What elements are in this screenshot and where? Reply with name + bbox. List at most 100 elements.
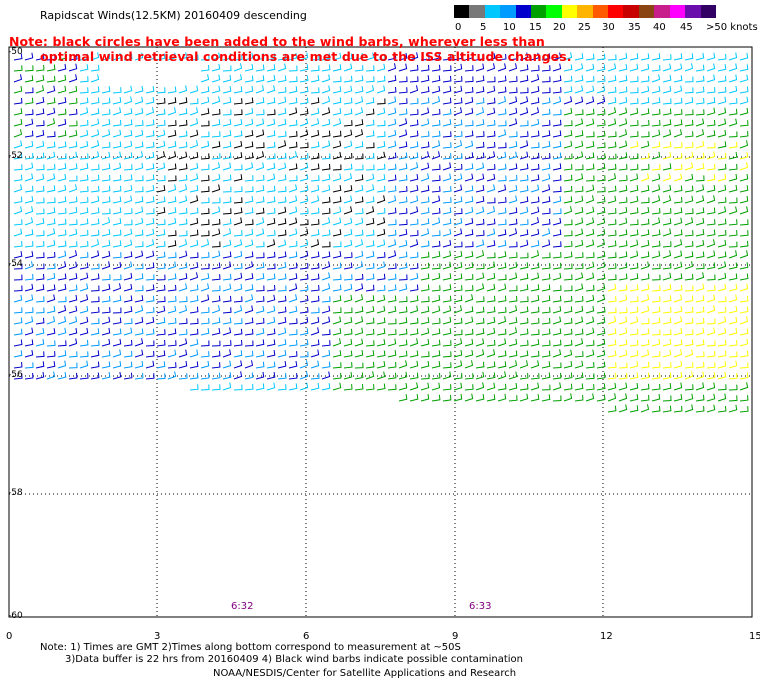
wind-barb bbox=[607, 252, 617, 259]
wind-barb bbox=[343, 63, 353, 72]
wind-barb bbox=[376, 273, 386, 281]
wind-barb bbox=[706, 163, 716, 171]
wind-barb bbox=[134, 263, 144, 270]
wind-barb bbox=[574, 283, 584, 292]
wind-barb bbox=[134, 175, 144, 182]
longitude-label: 12 bbox=[600, 631, 613, 642]
wind-barb bbox=[178, 283, 188, 292]
wind-barb bbox=[167, 362, 177, 369]
wind-barb bbox=[607, 97, 617, 105]
wind-barb bbox=[684, 217, 694, 226]
wind-barb bbox=[453, 107, 463, 116]
wind-barb bbox=[640, 97, 650, 105]
wind-barb bbox=[585, 96, 595, 105]
wind-barb bbox=[706, 327, 716, 336]
wind-barb bbox=[200, 360, 210, 369]
wind-barb bbox=[310, 262, 320, 270]
wind-barb bbox=[222, 186, 232, 193]
wind-barb bbox=[640, 229, 650, 237]
wind-barb bbox=[233, 360, 243, 369]
wind-barb bbox=[475, 361, 485, 369]
wind-barb bbox=[57, 173, 67, 182]
wind-barb bbox=[508, 261, 518, 270]
wind-barb bbox=[431, 52, 441, 61]
wind-barb bbox=[662, 119, 672, 127]
wind-barb bbox=[35, 74, 45, 83]
wind-barb bbox=[101, 185, 111, 193]
wind-barb bbox=[299, 118, 309, 127]
wind-barb bbox=[57, 340, 67, 347]
wind-barb bbox=[673, 284, 683, 292]
wind-barb bbox=[442, 351, 452, 358]
wind-barb bbox=[13, 97, 23, 105]
wind-barb bbox=[68, 351, 78, 358]
wind-barb bbox=[222, 295, 232, 303]
note-line-2: optimal wind retrieval conditions are me… bbox=[40, 49, 572, 64]
wind-barb bbox=[530, 228, 540, 237]
wind-barb bbox=[486, 130, 496, 138]
wind-barb bbox=[112, 360, 122, 369]
wind-barb bbox=[189, 252, 199, 259]
wind-barb bbox=[211, 63, 221, 72]
wind-barb bbox=[332, 206, 342, 215]
wind-barb bbox=[13, 74, 23, 83]
wind-barb bbox=[431, 372, 441, 380]
wind-barb bbox=[618, 206, 628, 215]
wind-barb bbox=[486, 107, 496, 116]
wind-barb bbox=[387, 163, 397, 171]
wind-barb bbox=[717, 206, 727, 215]
wind-barb bbox=[387, 372, 397, 380]
wind-barb bbox=[563, 285, 573, 292]
wind-barb bbox=[376, 151, 386, 160]
wind-barb bbox=[684, 393, 694, 402]
wind-barb bbox=[442, 284, 452, 292]
wind-barb bbox=[541, 208, 551, 215]
wind-barb bbox=[321, 305, 331, 314]
wind-barb bbox=[629, 339, 639, 347]
wind-barb bbox=[277, 75, 287, 83]
wind-barb bbox=[618, 362, 628, 369]
wind-barb bbox=[541, 239, 551, 248]
wind-barb bbox=[420, 218, 430, 226]
wind-barb bbox=[211, 74, 221, 83]
wind-barb bbox=[398, 129, 408, 138]
wind-barb bbox=[629, 328, 639, 336]
wind-barb bbox=[112, 283, 122, 292]
wind-barb bbox=[266, 372, 276, 380]
wind-barb bbox=[585, 118, 595, 127]
wind-barb bbox=[79, 163, 89, 171]
wind-barb bbox=[343, 274, 353, 281]
wind-barb bbox=[365, 173, 375, 182]
wind-barb bbox=[79, 153, 89, 160]
wind-barb bbox=[662, 349, 672, 358]
wind-barb bbox=[101, 240, 111, 248]
wind-barb bbox=[442, 54, 452, 61]
wind-barb bbox=[387, 250, 397, 259]
wind-barb bbox=[519, 107, 529, 116]
wind-barb bbox=[123, 272, 133, 281]
wind-barb bbox=[123, 96, 133, 105]
wind-barb bbox=[706, 229, 716, 237]
wind-barb bbox=[387, 96, 397, 105]
wind-barb bbox=[684, 97, 694, 105]
wind-barb bbox=[706, 63, 716, 72]
wind-barb bbox=[255, 339, 265, 347]
wind-barb bbox=[277, 229, 287, 237]
wind-barb bbox=[156, 53, 166, 61]
wind-barb bbox=[673, 173, 683, 182]
wind-barb bbox=[453, 261, 463, 270]
wind-barb bbox=[475, 218, 485, 226]
wind-barb bbox=[651, 383, 661, 391]
wind-barb bbox=[112, 261, 122, 270]
wind-barb bbox=[321, 184, 331, 193]
wind-barb bbox=[266, 85, 276, 94]
wind-barb bbox=[409, 263, 419, 270]
wind-barb bbox=[607, 274, 617, 281]
wind-barb bbox=[288, 97, 298, 105]
wind-barb bbox=[739, 382, 749, 391]
wind-barb bbox=[332, 130, 342, 138]
wind-barb bbox=[728, 250, 738, 259]
wind-barb bbox=[398, 394, 408, 402]
wind-barb bbox=[717, 75, 727, 83]
wind-barb bbox=[431, 164, 441, 171]
